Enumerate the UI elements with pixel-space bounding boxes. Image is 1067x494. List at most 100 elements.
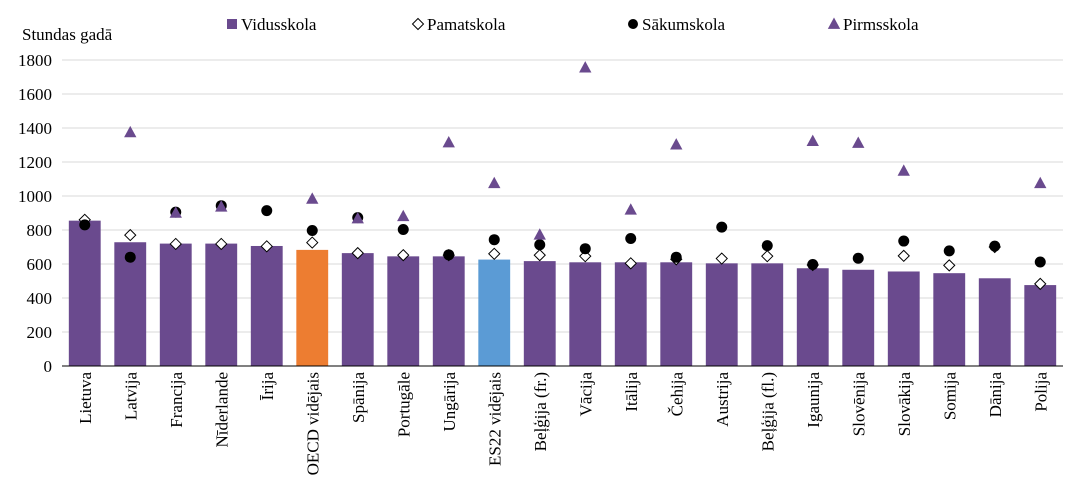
bar (114, 242, 147, 366)
x-tick-label: Čehija (667, 372, 686, 417)
x-tick-label: OECD vidējais (303, 372, 322, 475)
circle-marker (761, 240, 773, 252)
bar (341, 253, 374, 366)
x-tick-label: Austrija (713, 372, 732, 427)
y-tick-label: 1400 (18, 119, 52, 138)
legend-label: Pamatskola (427, 15, 506, 34)
triangle-marker (852, 136, 865, 148)
diamond-marker (397, 248, 410, 262)
circle-marker (625, 233, 637, 244)
x-axis-labels: Lietuva Latvija Francija Nīderlande Īrija OEC… (76, 372, 1051, 476)
diamond-marker (1034, 277, 1047, 291)
circle-marker (989, 240, 1001, 252)
bar (751, 263, 784, 366)
x-tick-label: Somija (940, 372, 959, 421)
bar (205, 243, 238, 366)
circle-marker (397, 223, 409, 235)
circle-marker (579, 243, 591, 255)
diamond-marker (351, 246, 364, 260)
x-tick-label: Beļģija (fr.) (531, 372, 550, 451)
y-tick-label: 1600 (18, 85, 52, 104)
x-tick-label: Polija (1031, 372, 1050, 412)
bars (68, 220, 1057, 366)
legend: Vidusskola Pamatskola Sākumskola Pirmsskola (227, 15, 919, 34)
y-tick-label: 1000 (18, 187, 52, 206)
diamond-marker (215, 237, 228, 251)
diamond-marker (943, 259, 956, 272)
x-tick-label: Slovākija (895, 372, 914, 437)
triangle-marker (306, 192, 319, 204)
x-tick-label: Spānija (349, 372, 368, 423)
diamond-marker (488, 247, 501, 261)
y-axis-ticks: 0 200 400 600 800 1000 1200 1400 1600 1800 (18, 51, 52, 376)
legend-label: Pirmsskola (843, 15, 919, 34)
legend-swatch (411, 17, 425, 31)
diamond-marker (124, 228, 137, 242)
triangle-marker (124, 125, 137, 138)
triangle-marker (1034, 176, 1047, 189)
legend-swatch (827, 17, 841, 29)
bar (614, 262, 647, 366)
y-tick-label: 1800 (18, 51, 52, 70)
y-tick-label: 0 (44, 357, 53, 376)
diamond-marker (715, 252, 728, 265)
bar (842, 269, 875, 366)
y-tick-label: 200 (27, 323, 53, 342)
triangle-marker (897, 164, 910, 176)
legend-label: Sākumskola (642, 15, 726, 34)
triangle-marker (670, 138, 683, 150)
x-tick-label: Slovēnija (849, 372, 868, 437)
circle-marker (943, 245, 955, 257)
triangle-marker (215, 200, 228, 212)
circle-marker (261, 205, 273, 217)
circle-marker (488, 234, 500, 246)
y-tick-label: 400 (27, 289, 53, 308)
circle-marker (852, 252, 864, 264)
triangle-marker (579, 61, 592, 73)
bar (296, 249, 329, 366)
x-tick-label: Lietuva (76, 372, 95, 424)
triangle-marker (533, 228, 546, 240)
y-tick-label: 800 (27, 221, 53, 240)
y-tick-label: 1200 (18, 153, 52, 172)
markers (78, 61, 1047, 291)
circle-marker (534, 239, 546, 251)
circle-marker (716, 221, 728, 233)
triangle-marker (351, 211, 364, 224)
bar (387, 256, 420, 366)
x-tick-label: ES22 vidējais (485, 372, 504, 466)
circle-marker (79, 219, 91, 231)
x-tick-label: Ungārija (440, 372, 459, 432)
diamond-marker (897, 249, 910, 263)
bar (250, 245, 283, 366)
x-tick-label: Igaunija (804, 372, 823, 428)
bar (933, 273, 966, 366)
legend-swatch (628, 19, 638, 29)
bar (68, 220, 101, 366)
bar (978, 278, 1011, 366)
legend-label: Vidusskola (241, 15, 317, 34)
y-tick-label: 600 (27, 255, 53, 274)
diamond-marker (533, 248, 546, 262)
triangle-marker (624, 203, 637, 215)
triangle-marker (397, 209, 410, 222)
bar (705, 263, 738, 366)
diamond-marker (306, 236, 319, 249)
bar (432, 256, 465, 366)
diamond-marker (260, 240, 273, 253)
triangle-marker (806, 134, 819, 146)
circle-marker (1034, 256, 1046, 268)
x-tick-label: Latvija (121, 372, 140, 421)
x-tick-label: Dānija (986, 372, 1005, 418)
circle-marker (807, 259, 819, 271)
circle-marker (443, 249, 455, 261)
circle-marker (670, 251, 682, 263)
circle-marker (306, 225, 318, 237)
legend-swatch (227, 19, 237, 29)
bar (159, 243, 192, 366)
circle-marker (898, 235, 910, 247)
diamond-marker (624, 257, 637, 270)
diamond-marker (169, 237, 182, 251)
x-tick-label: Itālija (622, 372, 641, 412)
